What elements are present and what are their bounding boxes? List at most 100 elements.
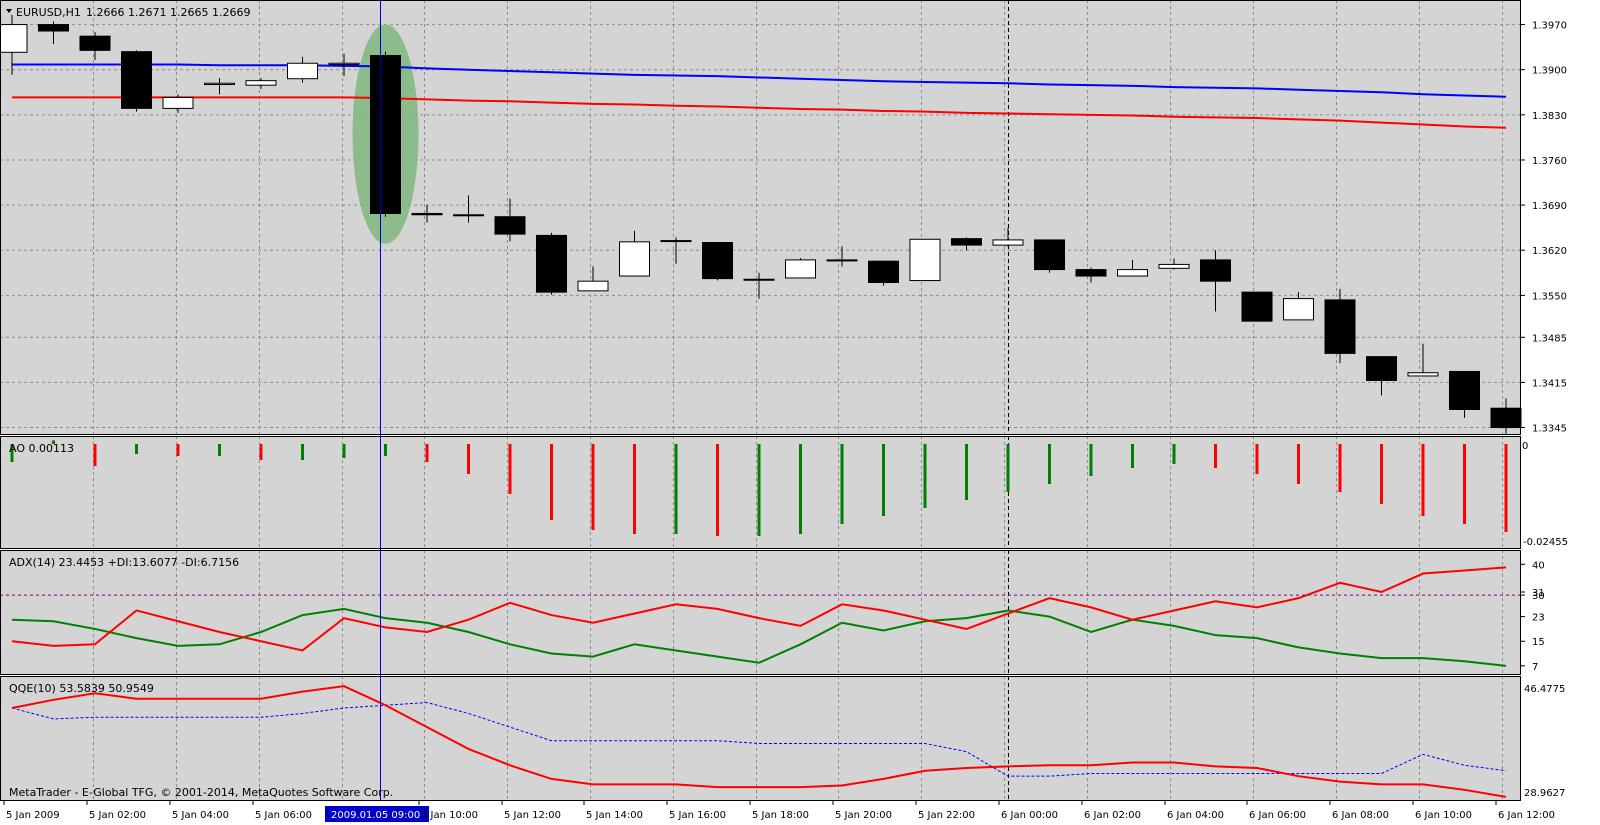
candle-body: [1407, 372, 1439, 377]
candle-body: [660, 240, 692, 243]
time-label: 6 Jan 08:00: [1332, 810, 1389, 821]
candle-body: [38, 24, 69, 32]
time-label: 5 Jan 18:00: [752, 810, 809, 821]
candle-body: [453, 214, 484, 217]
adx-label: 30: [1532, 591, 1545, 602]
qqe-title: QQE(10) 53.5839 50.9549: [9, 682, 154, 695]
candle-body: [1200, 259, 1231, 282]
qqe-max-label: 46.4775: [1524, 684, 1565, 695]
adx-label: 15: [1532, 637, 1545, 648]
time-label: 5 Jan 14:00: [586, 810, 643, 821]
time-label: 5 Jan 22:00: [918, 810, 975, 821]
candle-body: [287, 62, 318, 80]
candle: [1449, 370, 1480, 418]
adx-panel[interactable]: [0, 550, 1520, 674]
candle-body: [868, 260, 899, 283]
candle: [494, 198, 526, 242]
time-label: 6 Jan 02:00: [1084, 810, 1141, 821]
qqe-line: [11, 685, 1507, 798]
candle-body: [204, 82, 235, 86]
ohlc-readout: 1.2666 1.2671 1.2665 1.2669: [86, 6, 250, 19]
time-label: 6 Jan 04:00: [1167, 810, 1224, 821]
qqe-signal-line: [11, 702, 1507, 777]
candle: [1158, 258, 1190, 270]
ao-zero-label: 0: [1522, 441, 1528, 452]
candle-body: [577, 280, 609, 292]
price-label: 1.3485: [1532, 333, 1567, 344]
candle: [370, 51, 401, 217]
candle: [951, 237, 982, 251]
candle-body: [121, 51, 152, 109]
candle-body: [1324, 299, 1356, 354]
time-label-highlighted: 2009.01.05 09:00: [331, 810, 420, 821]
price-label: 1.3690: [1532, 201, 1567, 212]
candle-body: [411, 212, 443, 216]
candle: [328, 53, 360, 77]
dropdown-triangle-icon[interactable]: [6, 9, 12, 13]
candle: [826, 246, 858, 267]
price-label: 1.3620: [1532, 246, 1567, 257]
candle-body: [162, 96, 194, 109]
panel-borders: [0, 0, 1521, 801]
candle: [536, 232, 567, 295]
candle-body: [619, 241, 650, 277]
ao-min-label: -0.02455: [1523, 537, 1568, 548]
candle: [453, 195, 484, 223]
candle: [577, 266, 609, 292]
price-label: 1.3345: [1532, 424, 1567, 435]
adx-label: 23: [1532, 613, 1545, 624]
moving-average-red: [12, 96, 1507, 129]
candle-body: [1117, 269, 1148, 277]
minus-di-line: [11, 607, 1507, 667]
time-label: 6 Jan 06:00: [1249, 810, 1306, 821]
moving-average-blue: [12, 63, 1507, 98]
candle-body: [79, 35, 111, 51]
time-label: 5 Jan 12:00: [504, 810, 561, 821]
candle-body: [245, 80, 277, 86]
qqe-panel[interactable]: [0, 676, 1520, 800]
candle: [121, 50, 152, 112]
candle: [868, 260, 899, 286]
candle: [660, 237, 692, 264]
candle-body: [992, 239, 1024, 246]
candle: [411, 205, 443, 223]
copyright-text: MetaTrader - E-Global TFG, © 2001-2014, …: [9, 786, 393, 799]
candle: [619, 230, 650, 277]
price-label: 1.3550: [1532, 291, 1567, 302]
qqe-min-label: 28.9627: [1524, 788, 1565, 799]
price-label: 1.3415: [1532, 378, 1567, 389]
candle-body: [536, 234, 567, 293]
candle-body: [909, 238, 941, 282]
main-price-panel[interactable]: [0, 0, 1520, 434]
candle: [1283, 292, 1314, 321]
candle: [1490, 398, 1522, 434]
candle-body: [1449, 370, 1480, 410]
time-label: 6 Jan 10:00: [1415, 810, 1472, 821]
candle: [245, 78, 277, 90]
main-title: EURUSD,H1 1.2666 1.2671 1.2665 1.2669: [6, 6, 250, 19]
candle-body: [494, 216, 526, 235]
candle-body: [370, 55, 401, 214]
time-label: 5 Jan 02:00: [89, 810, 146, 821]
price-label: 1.3760: [1532, 156, 1567, 167]
adx-title: ADX(14) 23.4453 +DI:13.6077 -DI:6.7156: [9, 556, 239, 569]
candle: [992, 227, 1024, 248]
time-axis: 5 Jan 2009 5 Jan 02:00 5 Jan 04:00 5 Jan 06…: [3, 800, 1555, 822]
candle-body: [951, 238, 982, 246]
candle: [1407, 343, 1439, 377]
candle-body: [1283, 298, 1314, 321]
adx-label: 7: [1532, 662, 1538, 673]
grid-lines: [0, 0, 1520, 800]
candle-body: [1366, 356, 1397, 381]
candle-body: [1034, 239, 1065, 271]
candle: [743, 272, 775, 299]
time-label: 5 Jan 2009: [6, 810, 60, 821]
candle-body: [826, 259, 858, 262]
adx-label: 40: [1532, 560, 1545, 571]
candle-body: [328, 62, 360, 66]
candle: [1366, 356, 1397, 396]
candle: [204, 78, 235, 95]
symbol-label: EURUSD,H1: [16, 6, 81, 19]
